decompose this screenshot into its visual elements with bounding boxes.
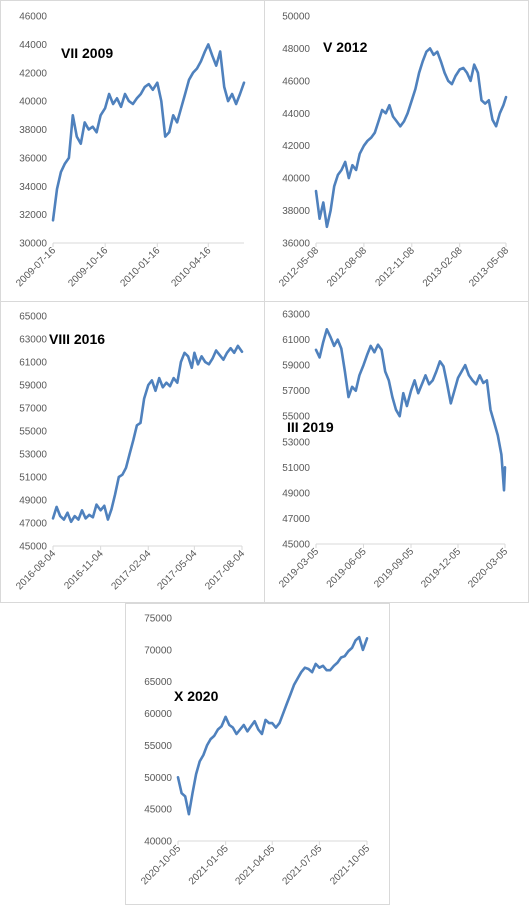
y-tick-label: 44000 [282,109,310,120]
chart-x-2020: 40000 45000 50000 55000 60000 65000 70000 75000… [139,614,372,888]
y-tick-label: 49000 [282,488,310,499]
y-tick-label: 50000 [144,773,172,784]
y-tick-label: 51000 [282,463,310,474]
x-tick-label: 2020-10-05 [139,843,183,887]
y-tick-label: 53000 [19,450,47,461]
x-tick-label: 2017-05-04 [156,548,200,592]
y-tick-label: 32000 [19,210,47,221]
y-tick-label: 40000 [144,837,172,848]
x-tick-label: 2013-05-08 [467,245,511,289]
x-tick-label: 2019-06-05 [325,546,369,590]
y-tick-label: 48000 [282,44,310,55]
y-tick-label: 36000 [282,239,310,250]
x-tick-label: 2017-02-04 [109,548,153,592]
series-line [51,43,246,222]
series-line [51,344,244,524]
x-tick-label: 2012-05-08 [277,245,321,289]
x-tick-label: 2021-07-05 [281,843,325,887]
chart-title: X 2020 [174,688,219,704]
y-tick-label: 45000 [19,542,47,553]
x-tick-label: 2021-10-05 [328,843,372,887]
y-tick-label: 45000 [144,805,172,816]
chart-v-2012: 36000 38000 40000 42000 44000 46000 48000 50000… [277,12,511,290]
x-tick-label: 2009-10-16 [66,245,110,289]
y-tick-label: 38000 [282,206,310,217]
chart-title: III 2019 [287,419,334,435]
y-tick-label: 46000 [282,76,310,87]
y-tick-label: 42000 [19,68,47,79]
x-tick-label: 2013-02-08 [421,245,465,289]
chart-panel-x-2020: 40000 45000 50000 55000 60000 65000 70000 75000… [125,603,390,905]
chart-panel-iii-2019: 45000 47000 49000 51000 53000 55000 57000 59000… [264,301,529,603]
y-tick-label: 59000 [19,381,47,392]
x-tick-label: 2012-11-08 [373,245,417,289]
chart-viii-2016: 45000 47000 49000 51000 53000 55000 57000 59000… [14,312,247,593]
y-tick-label: 40000 [19,97,47,108]
y-tick-label: 34000 [19,182,47,193]
chart-title: VIII 2016 [49,331,105,347]
y-tick-label: 55000 [144,741,172,752]
chart-panel-v-2012: 36000 38000 40000 42000 44000 46000 48000 50000… [264,0,529,302]
chart-vii-2009: 30000 32000 34000 36000 38000 40000 42000 44000… [14,12,246,289]
y-tick-label: 45000 [282,540,310,551]
x-tick-label: 2021-01-05 [187,843,231,887]
x-tick-label: 2020-03-05 [466,546,510,590]
y-tick-label: 38000 [19,125,47,136]
series-line [314,47,508,229]
y-tick-label: 55000 [19,427,47,438]
y-tick-label: 50000 [282,12,310,23]
x-tick-label: 2019-09-05 [372,546,416,590]
y-tick-label: 47000 [19,519,47,530]
y-tick-label: 30000 [19,239,47,250]
y-tick-label: 55000 [282,412,310,423]
y-tick-label: 53000 [282,437,310,448]
y-tick-label: 75000 [144,614,172,625]
y-tick-label: 36000 [19,153,47,164]
chart-title: V 2012 [323,39,368,55]
y-tick-label: 65000 [19,312,47,323]
x-tick-label: 2012-08-08 [325,245,369,289]
x-tick-label: 2021-04-05 [233,843,277,887]
x-tick-label: 2010-04-16 [169,245,213,289]
y-tick-label: 63000 [282,310,310,321]
y-tick-label: 65000 [144,677,172,688]
y-tick-label: 60000 [144,709,172,720]
chart-panel-viii-2016: 45000 47000 49000 51000 53000 55000 57000 59000… [0,301,265,603]
x-tick-label: 2009-07-16 [14,245,58,289]
y-tick-label: 59000 [282,361,310,372]
x-tick-label: 2016-11-04 [62,548,106,592]
x-tick-label: 2017-08-04 [203,548,247,592]
chart-title: VII 2009 [61,45,113,61]
y-tick-label: 49000 [19,496,47,507]
y-tick-label: 63000 [19,335,47,346]
y-tick-label: 46000 [19,12,47,23]
y-tick-label: 51000 [19,473,47,484]
y-tick-label: 61000 [282,335,310,346]
y-tick-label: 57000 [282,386,310,397]
y-tick-label: 44000 [19,40,47,51]
series-line [176,635,369,816]
series-line [314,327,507,492]
chart-iii-2019: 45000 47000 49000 51000 53000 55000 57000 59000… [277,310,510,591]
y-tick-label: 47000 [282,514,310,525]
x-tick-label: 2019-12-05 [419,546,463,590]
x-tick-label: 2019-03-05 [277,546,321,590]
y-tick-label: 70000 [144,645,172,656]
y-tick-label: 57000 [19,404,47,415]
x-tick-label: 2010-01-16 [118,245,162,289]
y-tick-label: 42000 [282,141,310,152]
chart-panel-vii-2009: 30000 32000 34000 36000 38000 40000 42000 44000… [0,0,265,302]
y-tick-label: 61000 [19,358,47,369]
y-tick-label: 40000 [282,174,310,185]
x-tick-label: 2016-08-04 [14,548,58,592]
